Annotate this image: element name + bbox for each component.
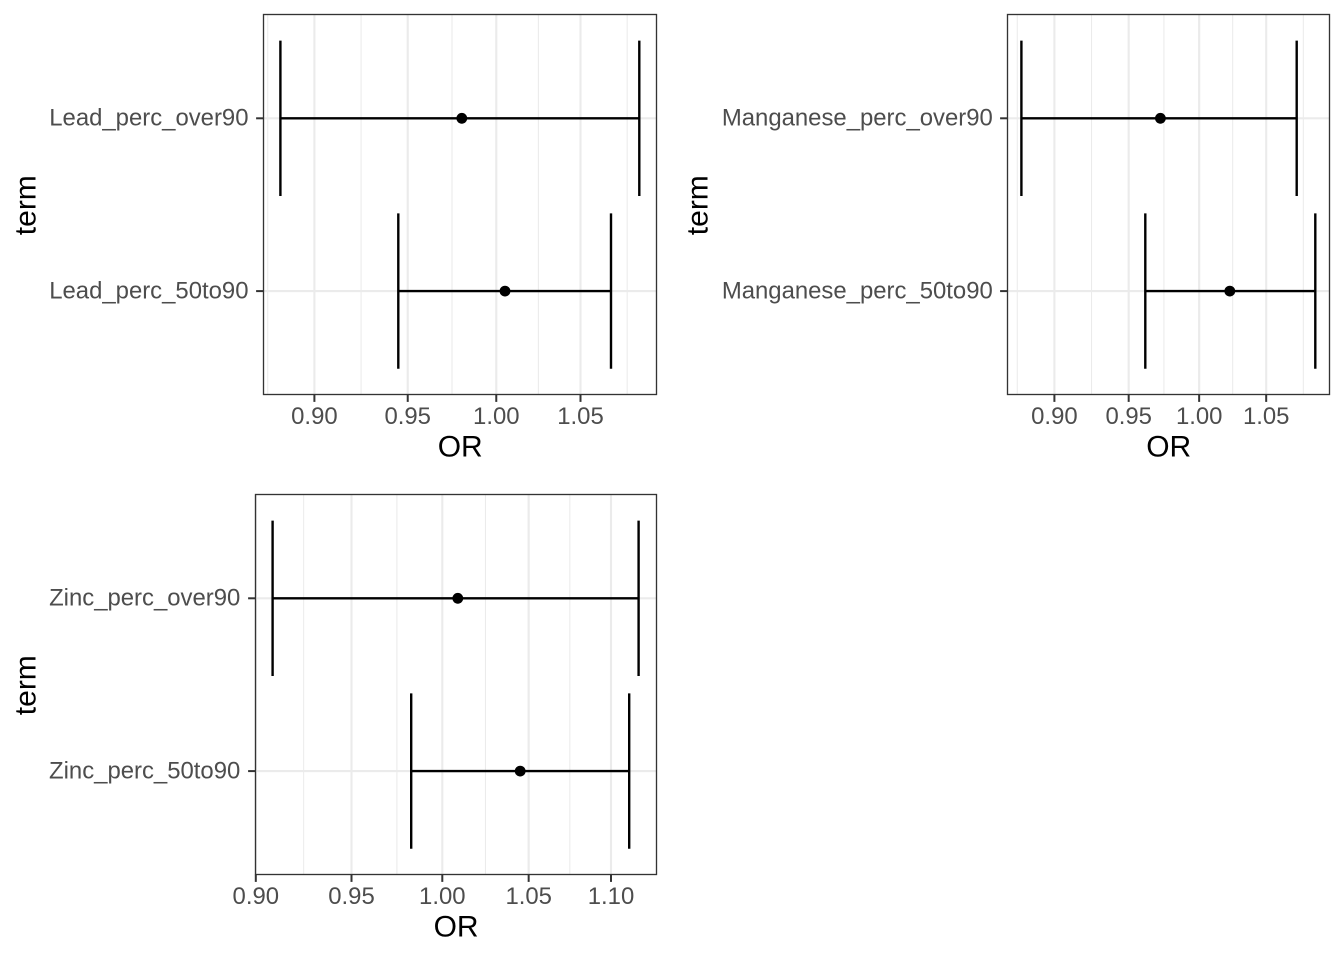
svg-text:Zinc_perc_over90: Zinc_perc_over90 <box>49 585 240 612</box>
svg-text:term: term <box>10 655 43 715</box>
svg-text:Lead_perc_50to90: Lead_perc_50to90 <box>49 277 248 304</box>
svg-text:0.90: 0.90 <box>291 403 338 430</box>
svg-text:0.90: 0.90 <box>1031 403 1078 430</box>
svg-text:1.05: 1.05 <box>505 883 552 910</box>
svg-text:term: term <box>682 175 715 235</box>
svg-text:1.00: 1.00 <box>473 403 520 430</box>
svg-text:0.90: 0.90 <box>233 883 280 910</box>
svg-text:0.95: 0.95 <box>1105 403 1152 430</box>
svg-text:1.05: 1.05 <box>1243 403 1290 430</box>
svg-text:OR: OR <box>438 431 483 464</box>
svg-text:Lead_perc_over90: Lead_perc_over90 <box>49 105 248 132</box>
svg-text:Manganese_perc_over90: Manganese_perc_over90 <box>722 105 993 132</box>
svg-text:0.95: 0.95 <box>328 883 375 910</box>
svg-text:OR: OR <box>1146 431 1191 464</box>
svg-text:1.10: 1.10 <box>588 883 635 910</box>
svg-text:term: term <box>10 175 43 235</box>
svg-text:Manganese_perc_50to90: Manganese_perc_50to90 <box>722 277 993 304</box>
svg-text:1.00: 1.00 <box>419 883 466 910</box>
svg-text:0.95: 0.95 <box>384 403 431 430</box>
svg-text:Zinc_perc_50to90: Zinc_perc_50to90 <box>49 757 240 784</box>
svg-text:1.00: 1.00 <box>1176 403 1223 430</box>
svg-text:1.05: 1.05 <box>557 403 604 430</box>
svg-text:OR: OR <box>434 911 479 944</box>
